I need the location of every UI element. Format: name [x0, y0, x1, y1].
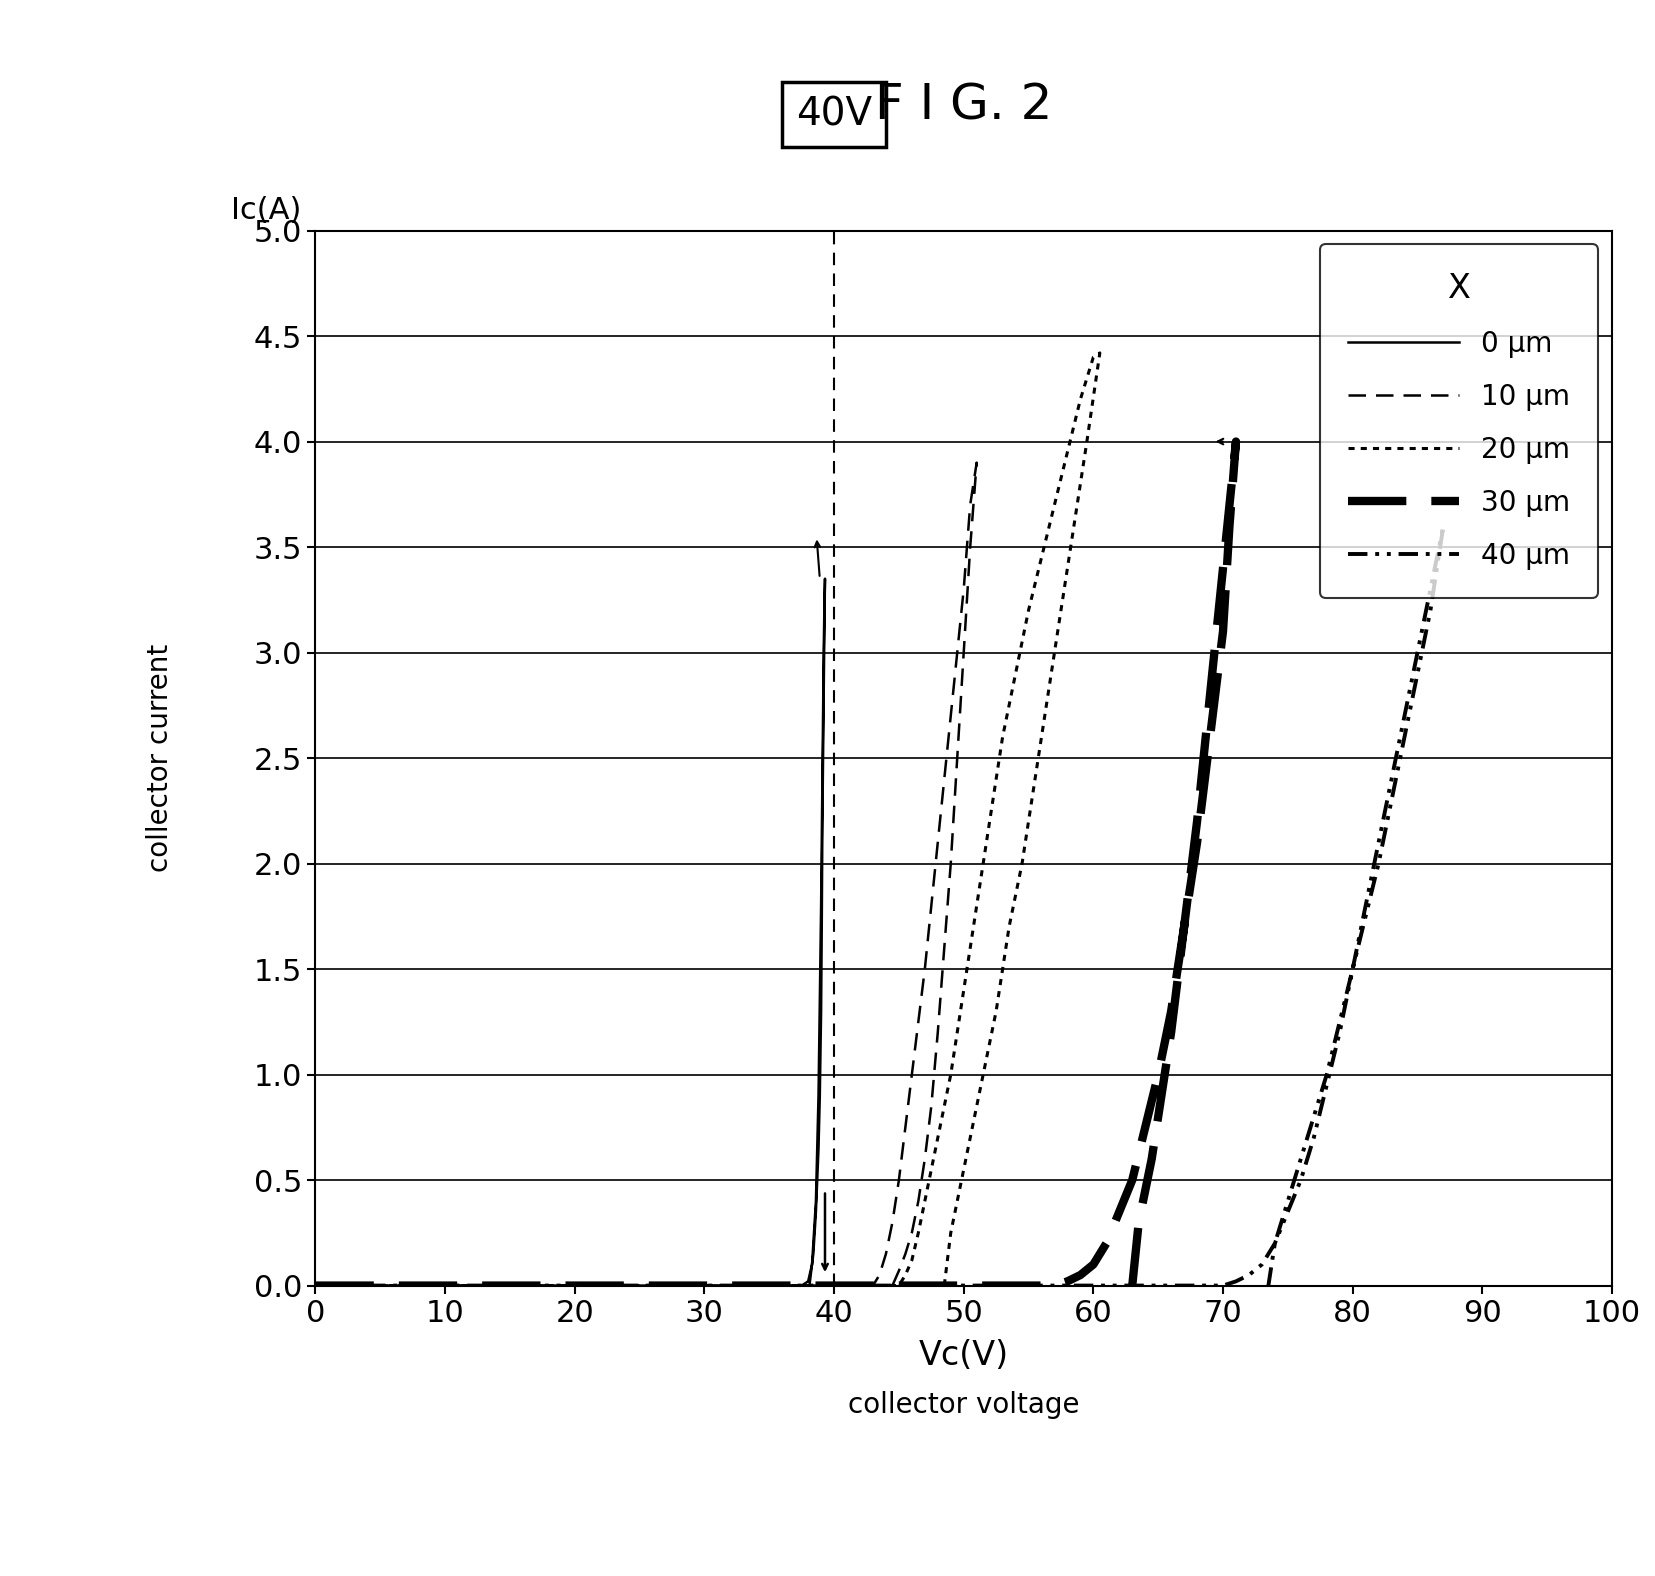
X-axis label: Vc(V): Vc(V): [919, 1340, 1008, 1371]
Text: collector voltage: collector voltage: [847, 1392, 1079, 1418]
Legend: 0 μm, 10 μm, 20 μm, 30 μm, 40 μm: 0 μm, 10 μm, 20 μm, 30 μm, 40 μm: [1319, 244, 1597, 597]
Text: Ic(A): Ic(A): [232, 197, 301, 225]
Text: collector current: collector current: [146, 645, 174, 872]
Text: 40V: 40V: [796, 96, 872, 134]
Title: F I G. 2: F I G. 2: [874, 82, 1053, 129]
